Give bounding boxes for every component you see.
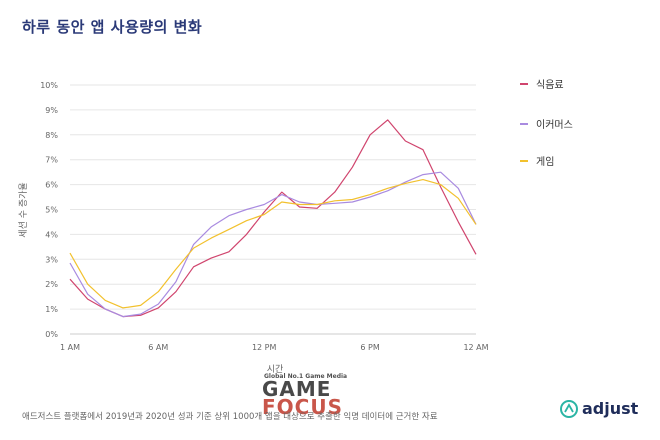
adjust-logo-text: adjust bbox=[582, 399, 639, 418]
y-tick-label: 2% bbox=[45, 280, 58, 289]
legend-swatch bbox=[520, 123, 528, 125]
legend-swatch bbox=[520, 160, 528, 162]
y-axis-label: 세션 수 증가율 bbox=[18, 182, 29, 237]
watermark-tagline: Global No.1 Game Media bbox=[264, 373, 348, 380]
series-line-3 bbox=[69, 179, 477, 309]
watermark-word-game: GAME bbox=[262, 377, 332, 401]
y-tick-label: 4% bbox=[45, 230, 58, 239]
x-tick-label: 1 AM bbox=[60, 343, 80, 352]
y-tick-label: 6% bbox=[45, 181, 58, 190]
legend-label: 게임 bbox=[536, 157, 555, 168]
y-axis-ticks: 0% 1% 2% 3% 4% 5% 6% 7% 8% 9% 10% bbox=[40, 81, 58, 339]
legend-label: 식음료 bbox=[536, 80, 564, 91]
watermark: Global No.1 Game Media GAME FOCUS bbox=[262, 373, 412, 423]
y-tick-label: 8% bbox=[45, 131, 58, 140]
watermark-word-focus: FOCUS bbox=[262, 395, 343, 419]
legend-label: 이커머스 bbox=[536, 120, 573, 131]
y-tick-label: 9% bbox=[45, 106, 58, 115]
y-tick-label: 1% bbox=[45, 305, 58, 314]
x-axis-ticks: 1 AM 6 AM 12 PM 6 PM 12 AM bbox=[60, 343, 489, 352]
legend-swatch bbox=[520, 83, 528, 85]
y-tick-label: 3% bbox=[45, 255, 58, 264]
adjust-logo-icon bbox=[560, 399, 578, 418]
x-tick-label: 6 AM bbox=[148, 343, 168, 352]
series-line-2 bbox=[69, 171, 477, 318]
x-axis-label: 시간 bbox=[267, 364, 284, 375]
y-tick-label: 5% bbox=[45, 206, 58, 215]
footnote: 애드저스트 플랫폼에서 2019년과 2020년 성과 기준 상위 1000개 … bbox=[22, 412, 438, 422]
grid-lines bbox=[70, 84, 476, 335]
series-line-1 bbox=[69, 119, 477, 318]
x-tick-label: 12 PM bbox=[252, 343, 277, 352]
x-tick-label: 6 PM bbox=[360, 343, 379, 352]
x-tick-label: 12 AM bbox=[463, 343, 488, 352]
y-tick-label: 0% bbox=[45, 330, 58, 339]
y-tick-label: 10% bbox=[40, 81, 58, 90]
y-tick-label: 7% bbox=[45, 156, 58, 165]
adjust-logo: adjust bbox=[560, 399, 638, 418]
series-lines bbox=[69, 119, 477, 318]
chart-title: 하루 동안 앱 사용량의 변화 bbox=[22, 18, 203, 36]
